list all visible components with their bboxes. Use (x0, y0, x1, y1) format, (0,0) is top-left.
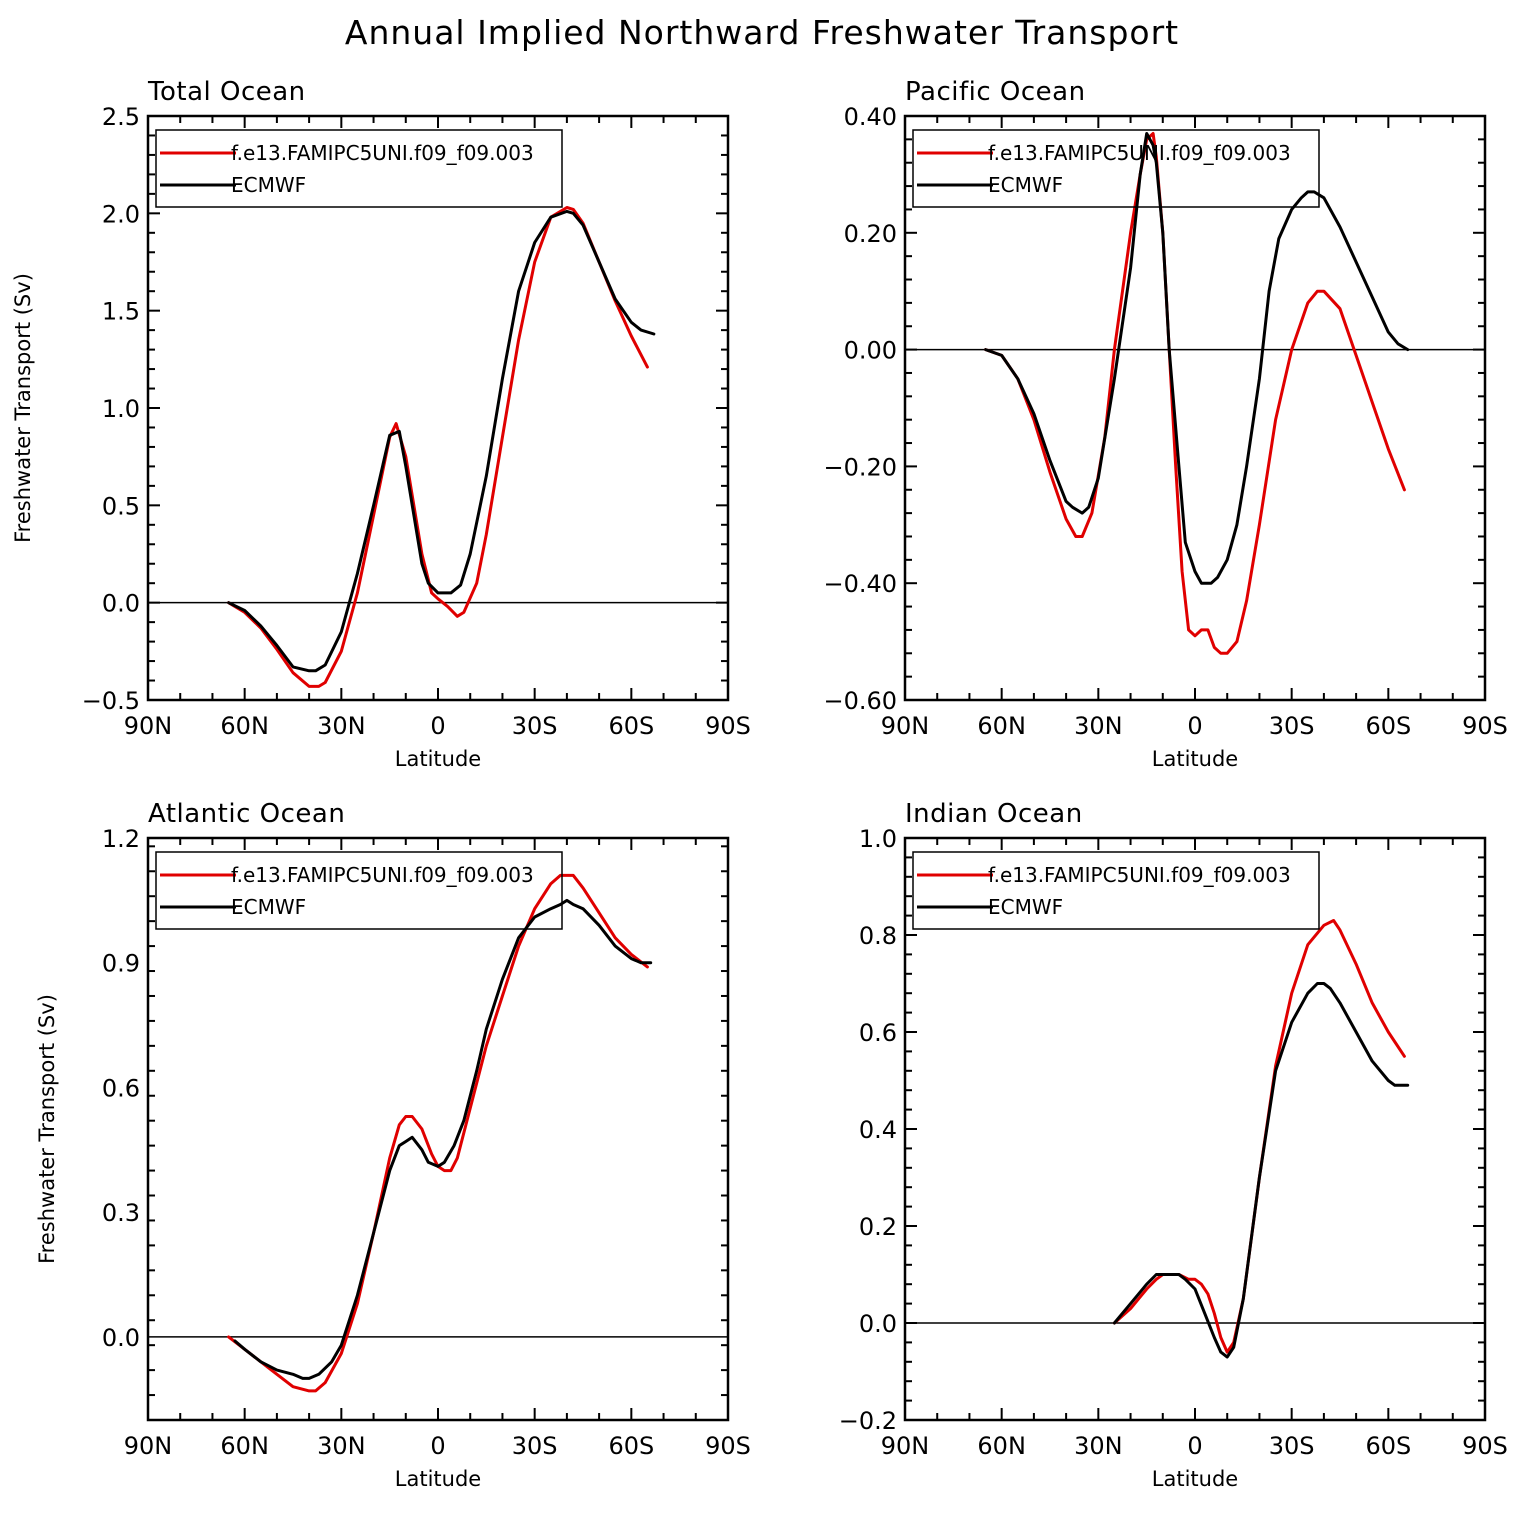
panel-atlantic-ocean: Atlantic Ocean 90N 60N 30N 0 30S 60S 90S 0.0 0.3 0… (35, 799, 751, 1491)
x-tick-label: 30S (512, 712, 558, 740)
x-tick-label: 30S (1269, 712, 1315, 740)
x-tick-label: 60N (977, 1432, 1026, 1460)
series-line-ecmwf (233, 898, 653, 1380)
x-tick-label: 30N (1074, 712, 1123, 740)
y-tick-label: −0.2 (839, 1407, 897, 1435)
series-line-model (1112, 919, 1406, 1354)
x-tick-label: 60N (220, 712, 269, 740)
legend: f.e13.FAMIPC5UNI.f09_f09.003 ECMWF (912, 851, 1320, 930)
legend: f.e13.FAMIPC5UNI.f09_f09.003 ECMWF (912, 129, 1320, 208)
x-tick-label: 30S (1269, 1432, 1315, 1460)
x-tick-label: 60S (1365, 1432, 1411, 1460)
y-tick-label: 0.20 (844, 220, 897, 248)
x-tick-label: 30N (1074, 1432, 1123, 1460)
plot-frame (903, 114, 1487, 702)
series-line-ecmwf (1112, 982, 1410, 1359)
legend-box (912, 129, 1320, 208)
main-title: Annual Implied Northward Freshwater Tran… (345, 13, 1179, 52)
x-axis-label: Latitude (395, 747, 481, 771)
x-tick-label: 60S (1365, 712, 1411, 740)
legend-label: ECMWF (988, 895, 1063, 919)
y-tick-label: 0.4 (859, 1116, 897, 1144)
y-tick-label: 0.0 (102, 1324, 140, 1352)
x-tick-label: 30S (512, 1432, 558, 1460)
y-axis-label: Freshwater Transport (Sv) (11, 273, 35, 543)
legend: f.e13.FAMIPC5UNI.f09_f09.003 ECMWF (155, 851, 563, 930)
y-tick-label: 0.0 (859, 1310, 897, 1338)
legend-label: ECMWF (988, 173, 1063, 197)
legend-label: f.e13.FAMIPC5UNI.f09_f09.003 (988, 863, 1291, 887)
y-tick-label: 0.3 (102, 1199, 140, 1227)
panel-title: Pacific Ocean (905, 77, 1086, 107)
x-tick-label: 90N (881, 712, 930, 740)
y-tick-label: 2.0 (102, 200, 140, 228)
y-tick-label: −0.20 (823, 453, 897, 481)
x-tick-label: 90S (705, 712, 751, 740)
legend-box (155, 129, 563, 208)
y-tick-label: 1.0 (859, 825, 897, 853)
plot-frame (146, 114, 730, 702)
y-tick-label: 0.00 (844, 337, 897, 365)
panel-indian-ocean: Indian Ocean 90N 60N 30N 0 30S 60S 90S −0.2 0.0 0.… (839, 799, 1508, 1491)
series-line-model (984, 132, 1406, 655)
y-tick-label: 1.5 (102, 298, 140, 326)
legend-label: ECMWF (231, 173, 306, 197)
x-tick-label: 90N (881, 1432, 930, 1460)
panel-pacific-ocean: Pacific Ocean 90N 60N 30N 0 30S 60S 90S −0.60 −0.… (823, 77, 1507, 771)
x-tick-label: 0 (1187, 712, 1202, 740)
series-line-ecmwf (227, 209, 656, 673)
panels: Total Ocean 90N 60N 30N 0 30S 60S 90S −0.5 0.0 0.5… (11, 77, 1508, 1491)
y-tick-label: 0.8 (859, 922, 897, 950)
y-tick-label: 0.9 (102, 950, 140, 978)
y-tick-label: 2.5 (102, 103, 140, 131)
y-tick-label: 0.40 (844, 103, 897, 131)
y-tick-label: −0.40 (823, 570, 897, 598)
x-tick-label: 90N (124, 712, 173, 740)
y-tick-label: −0.60 (823, 687, 897, 715)
x-axis-label: Latitude (1152, 1467, 1238, 1491)
x-tick-label: 90S (1462, 712, 1508, 740)
y-tick-label: −0.5 (82, 687, 140, 715)
series-line-model (227, 206, 649, 688)
x-tick-label: 0 (430, 1432, 445, 1460)
series-line-ecmwf (984, 132, 1410, 585)
legend-box (912, 851, 1320, 930)
panel-title: Indian Ocean (905, 799, 1083, 829)
x-tick-label: 0 (1187, 1432, 1202, 1460)
x-tick-label: 30N (317, 1432, 366, 1460)
y-tick-label: 0.6 (859, 1019, 897, 1047)
series-line-model (227, 873, 649, 1393)
x-tick-label: 90N (124, 1432, 173, 1460)
panel-title: Total Ocean (147, 77, 306, 107)
x-tick-label: 30N (317, 712, 366, 740)
panel-title: Atlantic Ocean (148, 799, 345, 829)
legend-label: ECMWF (231, 895, 306, 919)
x-tick-label: 60N (220, 1432, 269, 1460)
legend: f.e13.FAMIPC5UNI.f09_f09.003 ECMWF (155, 129, 563, 208)
x-tick-label: 60S (608, 712, 654, 740)
x-tick-label: 90S (705, 1432, 751, 1460)
y-tick-label: 0.0 (102, 590, 140, 618)
x-axis-label: Latitude (1152, 747, 1238, 771)
legend-label: f.e13.FAMIPC5UNI.f09_f09.003 (231, 141, 534, 165)
x-axis-label: Latitude (395, 1467, 481, 1491)
panel-total-ocean: Total Ocean 90N 60N 30N 0 30S 60S 90S −0.5 0.0 0.5… (11, 77, 751, 771)
legend-box (155, 851, 563, 930)
x-tick-label: 60N (977, 712, 1026, 740)
y-tick-label: 0.5 (102, 492, 140, 520)
y-tick-label: 0.2 (859, 1213, 897, 1241)
y-tick-label: 0.6 (102, 1074, 140, 1102)
y-axis-label: Freshwater Transport (Sv) (35, 994, 59, 1264)
y-tick-label: 1.0 (102, 395, 140, 423)
plot-frame (146, 836, 730, 1422)
plot-frame (903, 836, 1487, 1422)
legend-label: f.e13.FAMIPC5UNI.f09_f09.003 (231, 863, 534, 887)
x-tick-label: 0 (430, 712, 445, 740)
x-tick-label: 60S (608, 1432, 654, 1460)
x-tick-label: 90S (1462, 1432, 1508, 1460)
legend-label: f.e13.FAMIPC5UNI.f09_f09.003 (988, 141, 1291, 165)
y-tick-label: 1.2 (102, 825, 140, 853)
